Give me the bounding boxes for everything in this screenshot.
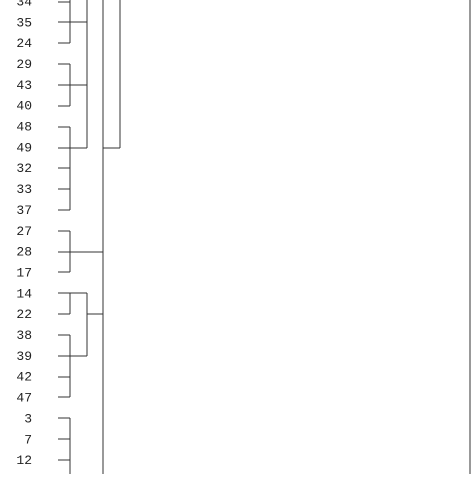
leaf-label: 43 bbox=[16, 78, 32, 93]
leaf-label: 22 bbox=[16, 307, 32, 322]
leaf-label: 38 bbox=[16, 328, 32, 343]
leaf-label: 17 bbox=[16, 265, 32, 280]
leaf-label: 39 bbox=[16, 349, 32, 364]
leaf-label: 12 bbox=[16, 453, 32, 468]
leaf-label: 47 bbox=[16, 391, 32, 406]
branches bbox=[58, 0, 471, 474]
leaf-label: 14 bbox=[16, 286, 32, 301]
leaf-labels: 3435242943404849323337272817142238394247… bbox=[16, 0, 32, 468]
leaf-label: 33 bbox=[16, 182, 32, 197]
leaf-label: 29 bbox=[16, 57, 32, 72]
leaf-label: 28 bbox=[16, 245, 32, 260]
leaf-label: 37 bbox=[16, 203, 32, 218]
leaf-label: 32 bbox=[16, 161, 32, 176]
leaf-label: 48 bbox=[16, 120, 32, 135]
leaf-label: 24 bbox=[16, 36, 32, 51]
leaf-label: 42 bbox=[16, 370, 32, 385]
leaf-label: 3 bbox=[24, 411, 32, 426]
leaf-label: 40 bbox=[16, 99, 32, 114]
leaf-label: 27 bbox=[16, 224, 32, 239]
leaf-label: 34 bbox=[16, 0, 32, 9]
leaf-label: 7 bbox=[24, 432, 32, 447]
leaf-label: 35 bbox=[16, 15, 32, 30]
leaf-label: 49 bbox=[16, 140, 32, 155]
